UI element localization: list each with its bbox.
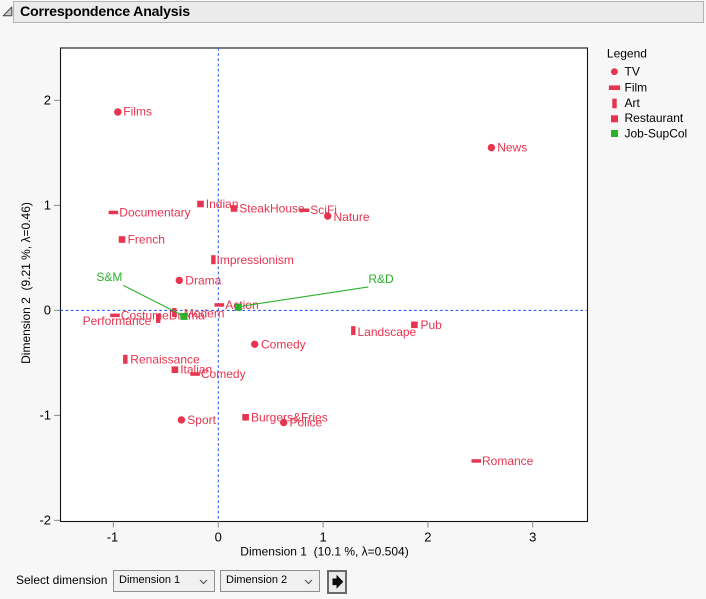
svg-text:3: 3 [529,529,536,544]
svg-text:Performance: Performance [83,314,152,328]
svg-text:Documentary: Documentary [119,205,190,219]
svg-text:R&D: R&D [368,272,394,286]
svg-text:Landscape: Landscape [358,325,417,339]
svg-text:S&M: S&M [96,270,122,284]
svg-text:2: 2 [44,93,51,108]
svg-text:Comedy: Comedy [201,367,246,381]
svg-text:French: French [128,233,165,247]
svg-text:Dimension 1 (10.1 %, λ=0.504): Dimension 1 (10.1 %, λ=0.504) [240,544,408,558]
svg-text:Police: Police [290,416,323,430]
svg-text:-2: -2 [39,513,51,528]
svg-text:0: 0 [215,529,222,544]
svg-text:TV: TV [625,65,640,79]
svg-text:Drama: Drama [185,273,221,287]
svg-text:Films: Films [123,105,152,119]
svg-text:Comedy: Comedy [261,337,306,351]
svg-text:2: 2 [424,529,431,544]
svg-text:Renaissance: Renaissance [130,352,200,366]
svg-text:Sport: Sport [187,413,216,427]
svg-text:1: 1 [44,198,51,213]
svg-text:Restaurant: Restaurant [625,111,684,125]
svg-text:Action: Action [225,298,258,312]
svg-text:News: News [497,140,527,154]
svg-text:Indian: Indian [206,197,239,211]
svg-text:Modern: Modern [184,307,225,321]
svg-text:SteakHouse: SteakHouse [239,202,305,216]
svg-text:-1: -1 [107,529,119,544]
svg-text:SciFi: SciFi [310,203,337,217]
svg-text:Burgers&Fries: Burgers&Fries [251,410,328,424]
svg-text:Job-SupCol: Job-SupCol [625,127,688,141]
svg-text:0: 0 [44,303,51,318]
svg-text:Art: Art [625,96,641,110]
svg-text:Italian: Italian [180,363,212,377]
svg-text:Pub: Pub [421,318,443,332]
svg-text:Dimension 2 (9.21 %, λ=0.46): Dimension 2 (9.21 %, λ=0.46) [19,202,33,364]
svg-text:-1: -1 [39,408,51,423]
svg-text:1: 1 [319,529,326,544]
svg-text:Impressionism: Impressionism [217,253,294,267]
svg-text:Legend: Legend [607,46,647,60]
svg-text:Romance: Romance [482,454,534,468]
svg-text:Nature: Nature [334,210,370,224]
svg-text:Film: Film [625,81,648,95]
